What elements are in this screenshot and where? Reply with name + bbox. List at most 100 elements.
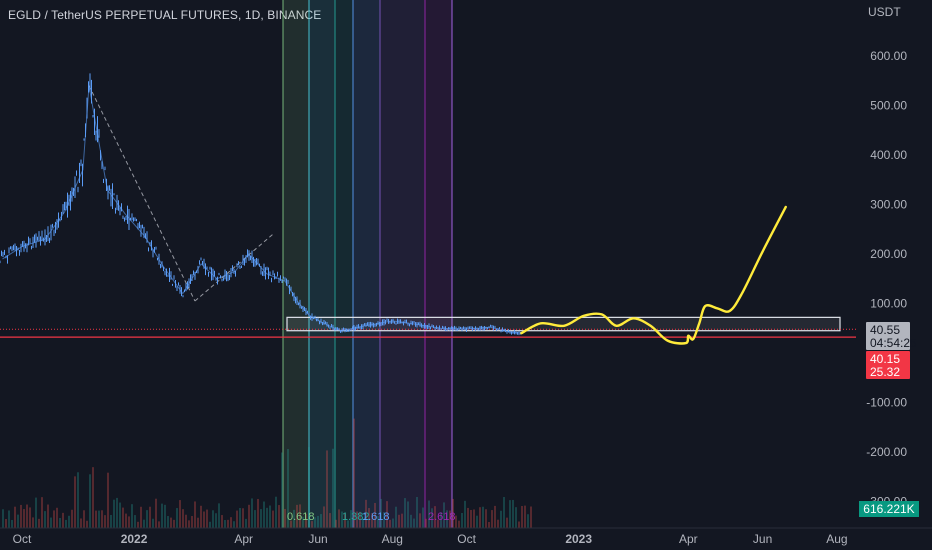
volume-bar xyxy=(59,518,61,528)
volume-bar xyxy=(386,501,388,528)
price-axis[interactable]: USDT 600.00 500.00 400.00 300.00 200.00 100.00… xyxy=(866,5,907,509)
volume-bar xyxy=(200,505,202,528)
volume-bar xyxy=(431,508,433,528)
volume-bar xyxy=(380,498,382,528)
volume-bar xyxy=(221,515,223,528)
volume-bar xyxy=(104,515,106,528)
time-axis[interactable]: Oct 2022 Apr Jun Aug Oct 2023 Apr Jun Aug xyxy=(0,527,932,546)
volume-bar xyxy=(71,509,73,528)
volume-bar xyxy=(134,515,136,528)
y-tick-label: 600.00 xyxy=(870,49,907,63)
volume-bar xyxy=(362,518,364,528)
volume-bar xyxy=(137,521,139,528)
volume-bar xyxy=(254,510,256,528)
volume-bar xyxy=(158,521,160,528)
consolidation-box[interactable] xyxy=(286,316,841,332)
volume-bar xyxy=(518,521,520,528)
volume-bar xyxy=(383,512,385,528)
volume-bar xyxy=(521,505,523,528)
volume-bar xyxy=(467,507,469,528)
x-tick-label: Jun xyxy=(753,532,772,546)
volume-bar xyxy=(128,516,130,528)
volume-bar xyxy=(473,509,475,528)
volume-bar xyxy=(80,518,82,528)
volume-bar xyxy=(17,514,19,528)
trend-lines[interactable] xyxy=(88,85,274,302)
volume-bar xyxy=(509,500,511,528)
volume-bar xyxy=(458,520,460,528)
currency-label: USDT xyxy=(868,5,901,19)
volume-bar xyxy=(32,517,34,528)
volume-bar xyxy=(515,507,517,528)
volume-bar xyxy=(98,510,100,528)
volume-bar xyxy=(50,517,52,528)
volume-bar xyxy=(41,497,43,528)
fib-label: 0.618 xyxy=(287,511,315,523)
volume-bar xyxy=(248,504,250,528)
volume-bar xyxy=(494,505,496,528)
volume-badge-text: 616.221K xyxy=(863,502,914,516)
volume-bar xyxy=(476,515,478,528)
projection-line[interactable] xyxy=(520,205,787,345)
volume-bar xyxy=(227,519,229,528)
volume-bar xyxy=(356,511,358,528)
volume-bar xyxy=(353,418,355,528)
volume-bar xyxy=(38,518,40,528)
volume-bar xyxy=(143,519,145,528)
volume-bar xyxy=(20,504,22,528)
volume-bar xyxy=(479,507,481,528)
volume-bar xyxy=(155,498,157,528)
x-tick-label: Aug xyxy=(826,532,847,546)
volume-bar xyxy=(419,513,421,528)
volume-bar xyxy=(266,507,268,528)
x-tick-label: 2022 xyxy=(121,532,148,546)
rebound-line xyxy=(194,233,274,302)
volume-bar xyxy=(341,511,343,528)
volume-bar xyxy=(407,501,409,528)
volume-bar xyxy=(275,496,277,528)
volume-badge xyxy=(859,501,919,517)
volume-bar xyxy=(185,514,187,528)
volume-bar xyxy=(425,518,427,528)
volume-bar xyxy=(35,497,37,528)
support-lines xyxy=(0,328,856,338)
price-backbone xyxy=(2,85,522,334)
volume-bar xyxy=(68,515,70,528)
volume-bar xyxy=(260,509,262,528)
volume-bar xyxy=(53,510,55,528)
volume-bar xyxy=(326,450,328,528)
fib-band-3 xyxy=(353,0,380,528)
volume-bar xyxy=(299,504,301,528)
volume-histogram xyxy=(2,418,532,528)
volume-bar xyxy=(11,519,13,528)
volume-bar xyxy=(284,508,286,528)
x-tick-label: Oct xyxy=(13,532,32,546)
fib-label: 2.618 xyxy=(428,511,456,523)
volume-bar xyxy=(461,512,463,528)
volume-bar xyxy=(257,498,259,528)
y-tick-label: 100.00 xyxy=(870,297,907,311)
volume-bar xyxy=(491,510,493,528)
volume-bar xyxy=(449,510,451,528)
volume-bar xyxy=(329,513,331,528)
volume-bar xyxy=(77,472,79,528)
volume-bar xyxy=(446,510,448,528)
volume-bar xyxy=(506,517,508,528)
volume-bar xyxy=(488,521,490,528)
volume-bar xyxy=(347,520,349,528)
volume-bar xyxy=(272,510,274,528)
fib-time-zones xyxy=(282,0,453,528)
volume-bar xyxy=(125,513,127,528)
volume-bar xyxy=(443,502,445,528)
volume-bar xyxy=(524,505,526,528)
range-box-rect xyxy=(286,316,841,332)
volume-bar xyxy=(233,521,235,528)
volume-bar xyxy=(110,514,112,528)
volume-bar xyxy=(149,506,151,528)
volume-bar xyxy=(365,499,367,528)
volume-bar xyxy=(92,467,94,528)
volume-bar xyxy=(107,472,109,528)
volume-bar xyxy=(140,506,142,528)
